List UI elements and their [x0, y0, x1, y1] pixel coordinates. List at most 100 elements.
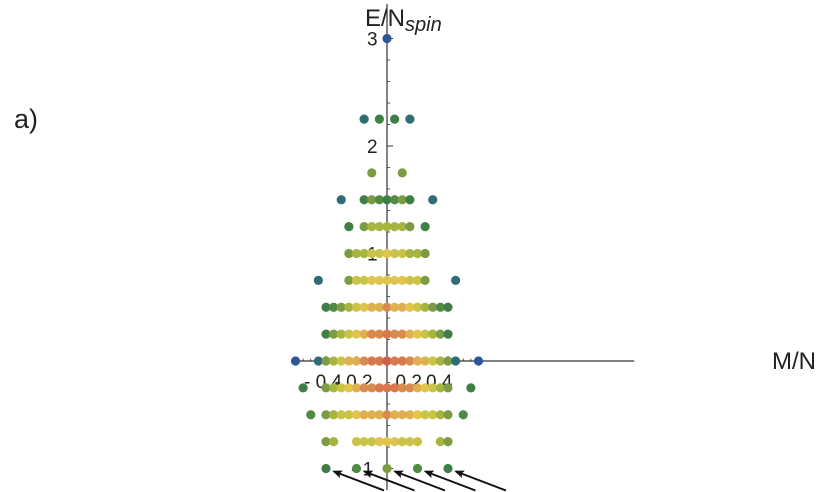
data-point: [382, 410, 392, 420]
data-point: [367, 248, 377, 259]
data-point: [397, 356, 407, 366]
data-point: [443, 329, 453, 339]
data-point: [329, 356, 339, 366]
data-point: [367, 437, 377, 447]
data-point: [336, 356, 346, 366]
data-point: [359, 248, 369, 259]
data-point: [344, 302, 354, 312]
data-point: [351, 463, 362, 474]
data-point: [374, 356, 384, 366]
data-point: [428, 302, 438, 312]
annotation-arrow: [393, 470, 446, 492]
data-point: [443, 437, 453, 447]
y-axis-title-main: E/N: [365, 5, 405, 32]
data-point: [382, 275, 392, 285]
data-point: [290, 356, 301, 366]
data-point: [321, 356, 331, 366]
panel-label: a): [14, 104, 38, 134]
y-axis-title-subscript: spin: [405, 14, 442, 36]
data-point: [344, 410, 354, 420]
data-point: [435, 383, 445, 393]
data-point: [412, 275, 423, 285]
data-point: [321, 302, 331, 312]
data-point: [397, 195, 407, 205]
data-point: [351, 248, 362, 259]
data-point: [374, 195, 384, 205]
y-tick-label: 3: [367, 30, 378, 51]
data-point: [321, 329, 331, 339]
data-point: [435, 302, 445, 312]
data-point: [329, 437, 339, 447]
data-point: [344, 383, 354, 393]
data-point: [374, 275, 384, 285]
data-point: [390, 329, 400, 339]
data-point: [359, 383, 369, 393]
data-point: [344, 329, 354, 339]
data-point: [336, 410, 346, 420]
data-point: [390, 302, 400, 312]
data-point: [435, 410, 445, 420]
data-point: [313, 356, 323, 366]
data-points: [290, 33, 484, 474]
data-point: [298, 383, 308, 393]
data-point: [420, 410, 430, 420]
data-point: [390, 437, 400, 447]
data-point: [390, 356, 400, 366]
data-point: [397, 222, 407, 232]
data-point: [435, 437, 445, 447]
data-point: [443, 302, 453, 312]
data-point: [351, 275, 362, 285]
data-point: [313, 275, 323, 285]
annotation-arrow: [454, 470, 507, 492]
data-point: [382, 437, 392, 447]
data-point: [405, 114, 415, 124]
data-point: [367, 329, 377, 339]
data-point: [344, 222, 354, 232]
data-point: [359, 329, 369, 339]
annotation-arrow: [362, 470, 415, 492]
data-point: [367, 302, 377, 312]
data-point: [397, 302, 407, 312]
data-point: [405, 356, 415, 366]
data-point: [367, 410, 377, 420]
data-point: [428, 356, 438, 366]
data-point: [420, 329, 430, 339]
data-point: [374, 302, 384, 312]
y-axis-title: E/Nspin: [365, 5, 442, 36]
data-point: [390, 383, 400, 393]
data-point: [420, 383, 430, 393]
data-point: [397, 329, 407, 339]
data-point: [382, 383, 392, 393]
data-point: [382, 356, 392, 366]
data-point: [390, 275, 400, 285]
data-point: [390, 222, 400, 232]
data-point: [390, 410, 400, 420]
data-point: [443, 383, 453, 393]
data-point: [351, 329, 362, 339]
annotation-arrows: [332, 470, 507, 492]
data-point: [329, 410, 339, 420]
data-point: [367, 383, 377, 393]
data-point: [397, 410, 407, 420]
data-point: [412, 329, 423, 339]
data-point: [367, 356, 377, 366]
data-point: [473, 356, 484, 366]
data-point: [397, 383, 407, 393]
data-point: [336, 383, 346, 393]
data-point: [428, 195, 438, 205]
data-point: [359, 114, 369, 124]
data-point: [336, 195, 346, 205]
data-point: [412, 410, 423, 420]
data-point: [451, 356, 461, 366]
data-point: [329, 302, 339, 312]
data-point: [420, 248, 430, 259]
data-point: [321, 383, 331, 393]
data-point: [443, 410, 453, 420]
data-point: [397, 168, 407, 178]
data-point: [344, 275, 354, 285]
data-point: [382, 195, 392, 205]
data-point: [382, 33, 392, 44]
data-point: [397, 437, 407, 447]
data-point: [405, 222, 415, 232]
